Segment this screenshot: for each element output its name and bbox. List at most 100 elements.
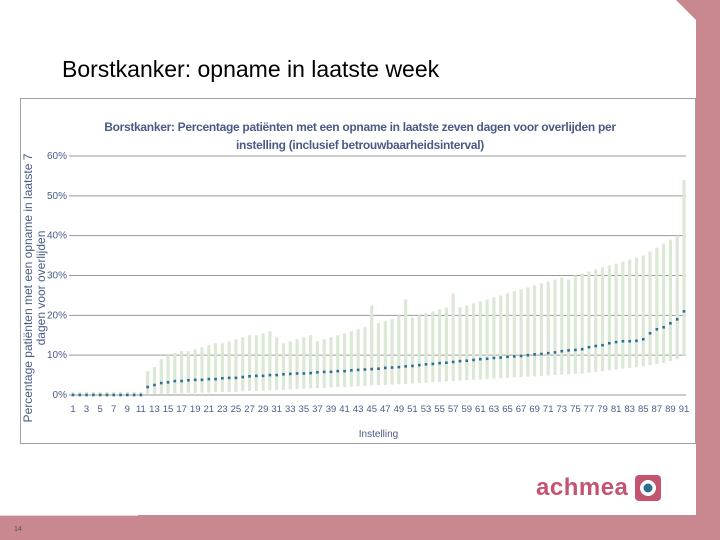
data-point — [85, 393, 88, 397]
x-tick-label: 81 — [611, 404, 622, 415]
ci-bar — [349, 331, 353, 387]
ci-bar — [438, 309, 442, 382]
ci-bar — [247, 335, 252, 392]
data-point — [112, 393, 116, 397]
data-point — [214, 377, 217, 381]
ci-bar — [336, 335, 340, 388]
ci-bar — [241, 337, 245, 392]
ci-bar — [91, 391, 95, 395]
x-tick-label: 21 — [203, 404, 214, 415]
data-point — [193, 378, 197, 382]
x-tick-label: 57 — [448, 404, 459, 415]
data-point — [655, 327, 659, 331]
data-point — [78, 393, 82, 397]
data-point — [187, 378, 190, 382]
data-point — [648, 331, 652, 335]
footer-divider — [0, 515, 138, 516]
ci-bar — [281, 343, 286, 390]
x-tick-label: 33 — [285, 404, 296, 415]
ci-bar — [662, 243, 666, 364]
ci-bar — [648, 251, 652, 366]
data-point — [458, 359, 462, 363]
ci-bar — [580, 273, 584, 374]
data-point — [126, 393, 129, 397]
x-tick-label: 1 — [70, 404, 75, 415]
data-point — [390, 366, 394, 369]
data-point — [662, 325, 665, 329]
ci-bar — [526, 287, 530, 377]
x-tick-label: 69 — [529, 404, 540, 415]
x-tick-label: 45 — [366, 404, 377, 415]
data-point — [540, 352, 543, 356]
ci-bar — [261, 333, 265, 391]
data-point — [438, 361, 441, 365]
data-point — [594, 344, 598, 348]
data-point — [519, 354, 523, 358]
data-point — [302, 372, 306, 375]
ci-bar — [220, 343, 224, 393]
ci-bar — [173, 353, 177, 394]
ci-bar — [376, 323, 381, 386]
x-tick-label: 63 — [489, 404, 500, 415]
y-tick-label: 10% — [47, 350, 67, 361]
data-point — [492, 356, 496, 360]
data-point — [248, 374, 251, 378]
ci-bar — [417, 315, 421, 384]
ci-bar — [118, 391, 123, 395]
data-point — [553, 351, 557, 354]
x-tick-label: 83 — [624, 404, 635, 415]
x-tick-label: 61 — [475, 404, 486, 415]
y-tick-label: 40% — [47, 231, 67, 242]
x-tick-label: 9 — [125, 404, 130, 415]
ci-bar — [539, 283, 544, 376]
x-tick-label: 77 — [584, 404, 595, 415]
ci-bar — [105, 391, 109, 395]
x-tick-label: 17 — [176, 404, 187, 415]
data-point — [580, 347, 584, 351]
data-point — [234, 376, 238, 380]
data-point — [105, 393, 109, 397]
data-point — [472, 358, 475, 362]
data-point — [309, 371, 312, 375]
ci-bar — [404, 299, 408, 384]
achmea-logo: achmea — [536, 474, 662, 502]
ci-bar — [485, 299, 489, 380]
y-tick-label: 20% — [47, 310, 67, 321]
ci-bar — [309, 335, 313, 389]
x-tick-label: 75 — [570, 404, 581, 415]
data-point — [275, 373, 278, 377]
data-point — [526, 353, 530, 357]
data-point — [146, 385, 149, 389]
data-point — [675, 318, 679, 321]
x-tick-label: 67 — [516, 404, 527, 415]
ci-bar — [363, 327, 367, 386]
data-point — [635, 339, 638, 343]
data-point — [119, 393, 122, 397]
ci-bar — [139, 391, 143, 395]
data-point — [241, 375, 245, 379]
data-point — [533, 353, 536, 356]
x-tick-label: 53 — [421, 404, 432, 415]
data-point — [445, 361, 448, 365]
ci-bar — [560, 277, 564, 375]
ci-bar — [397, 315, 401, 385]
data-point — [424, 363, 428, 366]
ci-bar — [424, 313, 428, 383]
ci-bar — [315, 341, 319, 389]
data-point — [261, 374, 265, 378]
ci-bar — [431, 311, 435, 383]
x-tick-label: 59 — [461, 404, 472, 415]
data-point — [567, 349, 570, 352]
data-point — [397, 365, 401, 369]
ci-bar — [152, 367, 157, 394]
ci-bar — [600, 267, 605, 372]
ci-bar — [71, 391, 75, 395]
ci-bar — [288, 341, 292, 390]
ci-bar — [594, 269, 598, 372]
x-tick-label: 37 — [312, 404, 323, 415]
data-point — [173, 379, 177, 383]
y-tick-label: 60% — [47, 151, 67, 162]
ci-bar — [98, 391, 102, 395]
ci-bar — [451, 293, 455, 382]
ci-bar — [471, 303, 476, 380]
